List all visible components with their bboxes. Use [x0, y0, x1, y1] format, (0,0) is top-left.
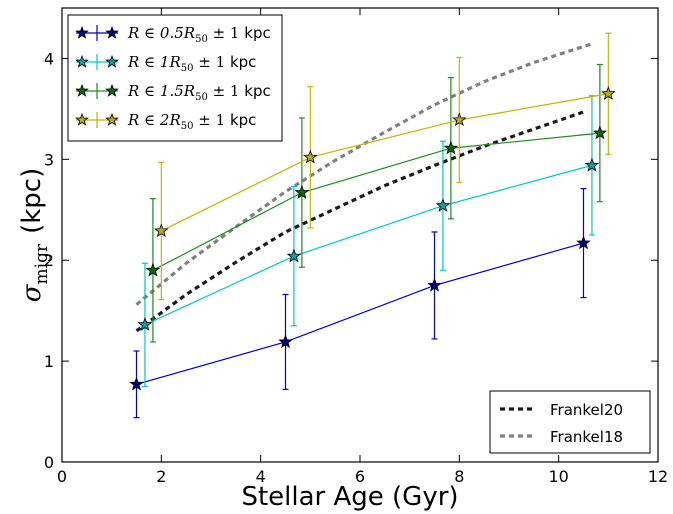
y-tick-label: 0 — [44, 453, 54, 472]
legend-label-2: R ∈ 1R50 ± 1 kpc — [127, 53, 256, 74]
data-point-star — [278, 334, 293, 349]
y-tick-label: 3 — [44, 150, 54, 169]
series-line-3 — [152, 132, 600, 271]
series-line-4 — [161, 93, 609, 232]
legend-star — [105, 25, 119, 39]
legend-subscript: 50 — [181, 63, 194, 74]
legend-label-3: R ∈ 1.5R50 ± 1 kpc — [127, 82, 271, 103]
data-point-star — [592, 125, 608, 140]
y-axis-symbol: σ — [17, 283, 47, 302]
y-tick-label: 2 — [44, 251, 54, 270]
x-tick-label: 2 — [156, 467, 166, 486]
legend-star — [75, 83, 89, 97]
reference-legend — [489, 390, 651, 454]
legend-pm: ± 1 — [194, 53, 226, 71]
data-point-star — [452, 112, 467, 127]
x-tick-label: 10 — [548, 467, 568, 486]
data-point-star — [294, 184, 310, 199]
legend-star — [105, 112, 119, 126]
legend-math: R ∈ 1R — [127, 53, 181, 71]
legend-pm: ± 1 — [194, 111, 226, 129]
series-line-1 — [136, 242, 584, 385]
legend-unit: kpc — [225, 53, 256, 71]
reference-legend-label-2: Frankel18 — [550, 428, 623, 446]
legend-star — [75, 54, 89, 68]
legend-pm: ± 1 — [208, 24, 240, 42]
data-point-star — [576, 235, 591, 250]
legend-math: R ∈ 0.5R — [127, 24, 195, 42]
data-point-star — [601, 86, 616, 100]
x-tick-label: 0 — [57, 467, 67, 486]
data-point-star — [427, 277, 442, 292]
legend-unit: kpc — [225, 111, 256, 129]
legend-star — [75, 25, 89, 39]
y-axis-subscript: migr — [32, 243, 52, 284]
legend-star — [75, 112, 89, 126]
legend-pm: ± 1 — [208, 82, 240, 100]
y-tick-label: 1 — [44, 352, 54, 371]
data-point-star — [443, 140, 459, 155]
legend-star — [105, 83, 119, 97]
y-axis-unit: (kpc) — [17, 168, 47, 234]
legend-label-1: R ∈ 0.5R50 ± 1 kpc — [127, 24, 271, 45]
legend-subscript: 50 — [195, 92, 208, 103]
legend-math: R ∈ 2R — [127, 111, 181, 129]
data-point-star — [137, 317, 153, 331]
x-axis-label: Stellar Age (Gyr) — [241, 482, 458, 512]
legend-label-4: R ∈ 2R50 ± 1 kpc — [127, 111, 256, 132]
data-point-star — [584, 157, 600, 172]
data-point-star — [286, 248, 302, 263]
reference-line-frankel18 — [135, 41, 594, 306]
legend-star — [105, 54, 119, 68]
data-point-star — [435, 198, 451, 212]
data-point-star — [145, 262, 161, 277]
reference-line-frankel20 — [135, 110, 585, 333]
x-tick-label: 12 — [648, 467, 668, 486]
legend-math: R ∈ 1.5R — [127, 82, 195, 100]
legend-unit: kpc — [239, 24, 270, 42]
reference-legend-label-1: Frankel20 — [550, 401, 623, 419]
x-tick-label: 6 — [355, 467, 365, 486]
data-point-star — [129, 376, 144, 391]
x-tick-label: 4 — [256, 467, 266, 486]
y-tick-label: 4 — [44, 49, 54, 68]
x-tick-label: 8 — [454, 467, 464, 486]
series-line-2 — [144, 164, 593, 326]
data-point-star — [303, 149, 318, 164]
data-point-star — [154, 223, 169, 238]
legend-subscript: 50 — [195, 34, 208, 45]
legend-subscript: 50 — [181, 121, 194, 132]
y-axis-label: σmigr (kpc) — [17, 168, 52, 302]
legend-unit: kpc — [239, 82, 270, 100]
